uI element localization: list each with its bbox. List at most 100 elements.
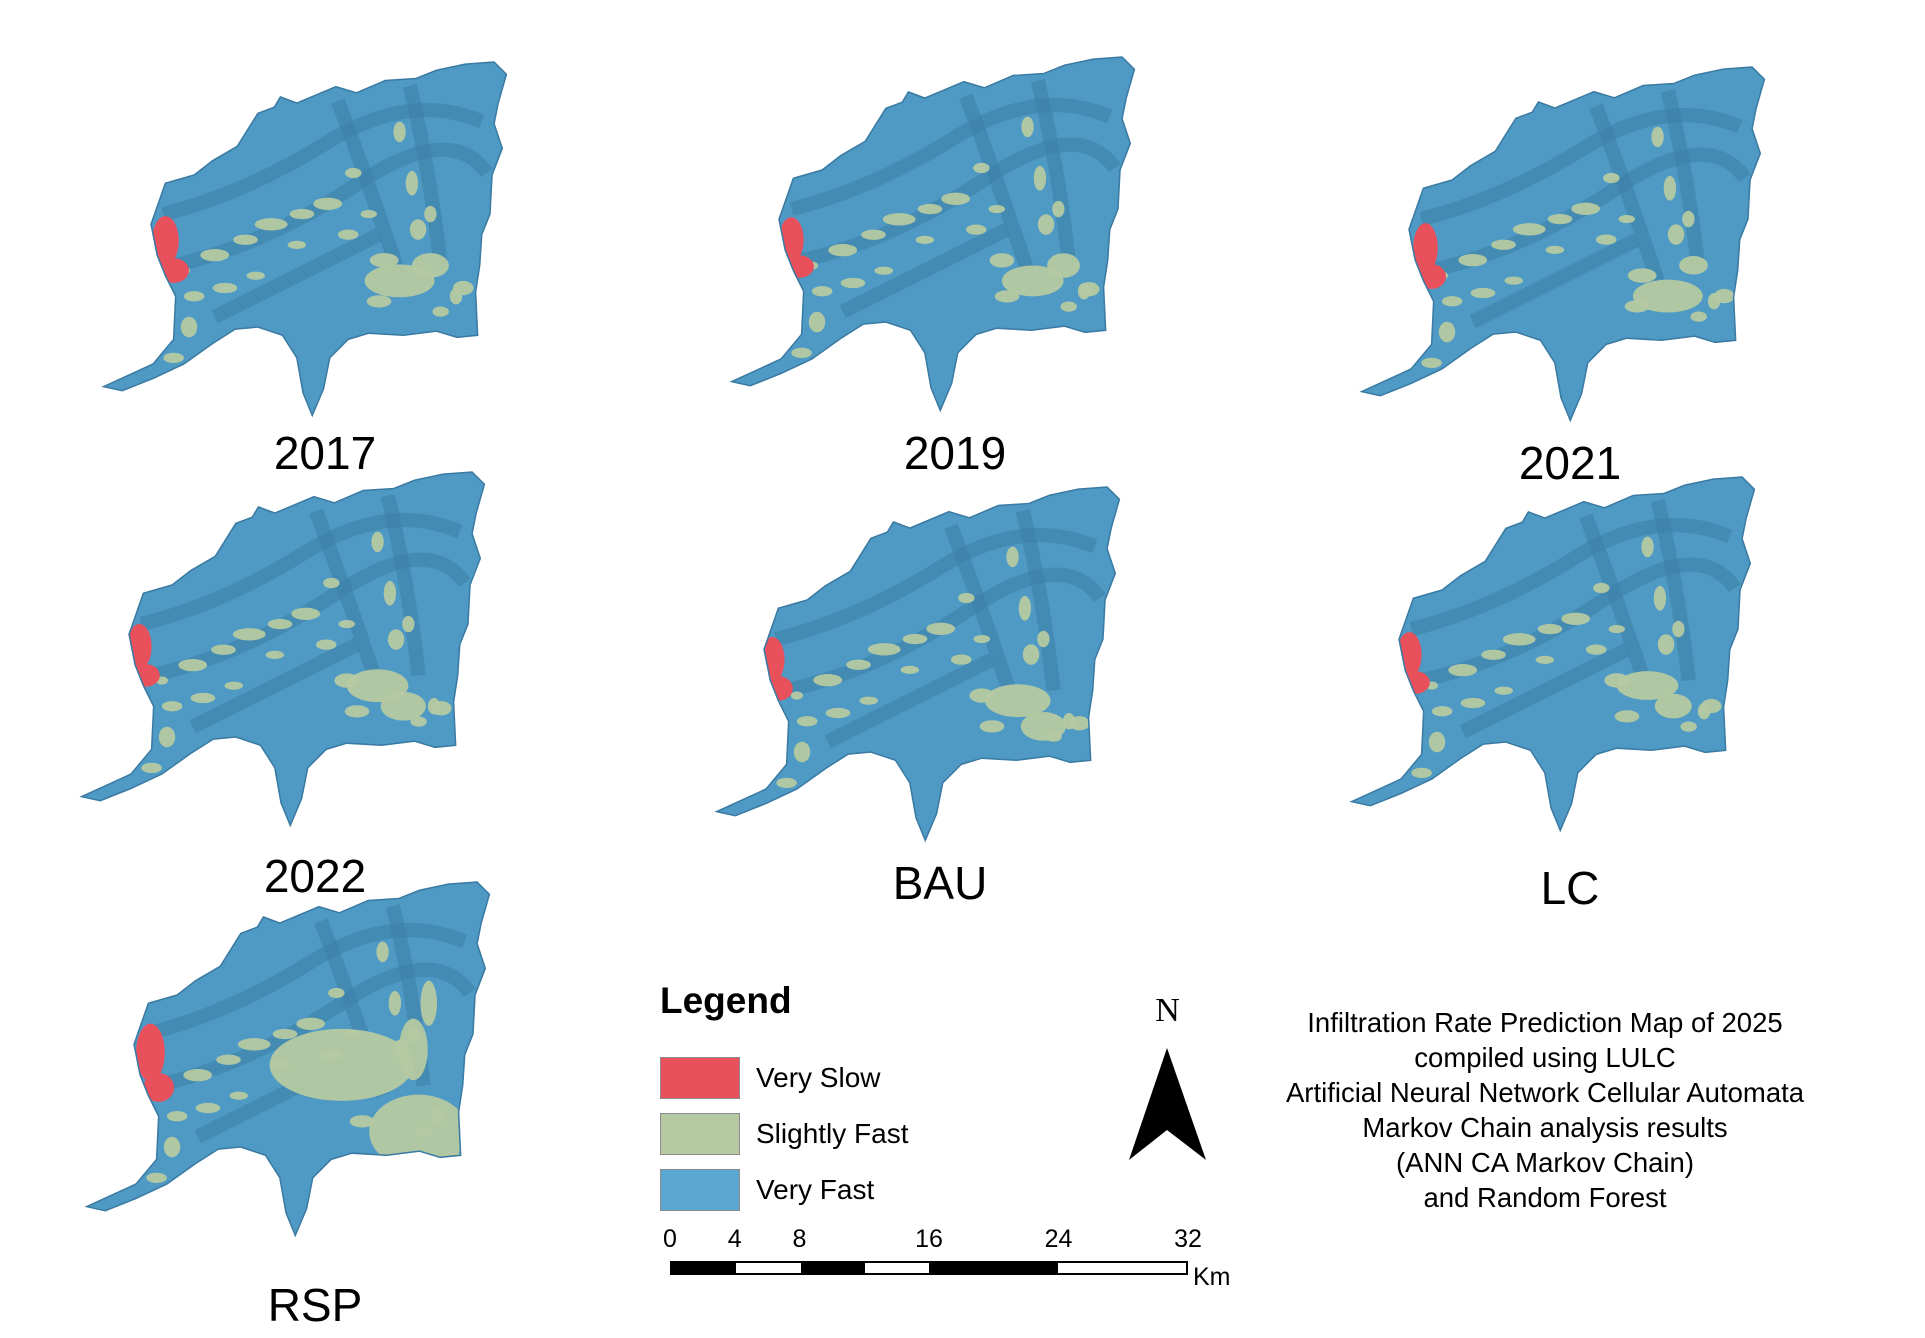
very-slow-patch xyxy=(764,676,793,701)
slightly-fast-patch xyxy=(917,203,943,215)
slightly-fast-patch xyxy=(1470,287,1496,299)
slightly-fast-patch xyxy=(950,654,972,665)
legend-item-slightly-fast: Slightly Fast xyxy=(660,1106,990,1162)
slightly-fast-patch xyxy=(1663,175,1677,201)
terrain-ridge xyxy=(1579,513,1655,693)
slightly-fast-patch xyxy=(216,1054,241,1065)
slightly-fast-patch xyxy=(1682,210,1695,228)
map-label-lc: LC xyxy=(1540,862,1600,914)
map-panel-2017 xyxy=(42,60,562,419)
slightly-fast-patch xyxy=(212,282,238,294)
scale-tick-16: 16 xyxy=(915,1225,943,1253)
terrain-ridge xyxy=(380,494,426,677)
slightly-fast-patch xyxy=(272,1028,298,1040)
slightly-fast-patch xyxy=(1614,710,1640,723)
slightly-fast-patch xyxy=(1502,633,1536,646)
slightly-fast-patch xyxy=(344,705,370,718)
scale-bar: 0 4 8 16 24 32 Km xyxy=(660,1225,1240,1305)
caption-line-4: Markov Chain analysis results xyxy=(1362,1112,1728,1143)
slightly-fast-patch xyxy=(791,347,812,358)
slightly-fast-patch xyxy=(1585,644,1607,655)
slightly-fast-patch xyxy=(1653,585,1667,611)
slightly-fast-patch xyxy=(874,266,894,275)
slightly-fast-patch xyxy=(369,1094,468,1169)
slightly-fast-patch xyxy=(1460,697,1486,709)
caption-line-2: compiled using LULC xyxy=(1414,1042,1676,1073)
slightly-fast-patch xyxy=(246,271,266,280)
slightly-fast-patch xyxy=(163,1136,181,1158)
watershed-boundary xyxy=(79,471,486,828)
terrain-ridge xyxy=(1589,103,1665,283)
slightly-fast-patch xyxy=(315,639,337,650)
legend-label-very-fast: Very Fast xyxy=(756,1174,875,1205)
slightly-fast-patch xyxy=(371,531,384,553)
terrain-ridge xyxy=(774,527,1098,647)
map-panel-rsp xyxy=(25,880,545,1239)
slightly-fast-patch xyxy=(338,619,355,629)
very-slow-patch xyxy=(143,1073,175,1102)
slightly-fast-patch xyxy=(1001,265,1064,297)
slightly-fast-patch xyxy=(1037,214,1055,235)
slightly-fast-patch xyxy=(1545,245,1565,254)
slightly-fast-patch xyxy=(393,121,406,143)
terrain-ridge xyxy=(309,508,385,688)
slightly-fast-patch xyxy=(291,607,321,620)
terrain-ridge xyxy=(824,653,996,749)
slightly-fast-patch xyxy=(1657,634,1675,655)
terrain-ridge xyxy=(1469,233,1641,329)
slightly-fast-patch xyxy=(1021,116,1034,138)
slightly-fast-patch xyxy=(166,1111,188,1122)
watershed-boundary xyxy=(1349,476,1756,833)
north-arrow-icon xyxy=(1129,1048,1206,1160)
slightly-fast-patch xyxy=(1618,214,1635,224)
terrain-ridge xyxy=(172,142,493,273)
slightly-fast-patch xyxy=(984,684,1051,718)
caption-line-1: Infiltration Rate Prediction Map of 2025 xyxy=(1307,1007,1783,1038)
slightly-fast-patch xyxy=(229,1091,249,1100)
very-slow-patch xyxy=(1401,671,1430,694)
terrain-ridge xyxy=(1419,107,1743,227)
slightly-fast-patch xyxy=(380,691,426,721)
slightly-fast-patch xyxy=(1616,671,1679,700)
slightly-fast-patch xyxy=(793,741,811,763)
map-label-bau: BAU xyxy=(892,857,988,909)
slightly-fast-patch xyxy=(1047,253,1080,278)
terrain-ridge xyxy=(155,962,476,1093)
map-label-rsp: RSP xyxy=(267,1279,363,1331)
map-label-2019: 2019 xyxy=(903,427,1007,479)
slightly-fast-patch xyxy=(289,208,315,220)
watershed-boundary xyxy=(714,486,1121,843)
slightly-fast-patch xyxy=(141,762,162,773)
map-2022 xyxy=(79,471,486,828)
slightly-fast-patch xyxy=(989,253,1015,268)
slightly-fast-patch xyxy=(1421,357,1442,368)
scale-tick-8: 8 xyxy=(792,1225,807,1253)
map-label-2021: 2021 xyxy=(1518,437,1622,489)
terrain-ridge xyxy=(1420,557,1741,688)
slightly-fast-patch xyxy=(1020,711,1066,741)
slightly-fast-patch xyxy=(1448,663,1478,677)
terrain-ridge xyxy=(211,228,383,324)
very-slow-patch xyxy=(152,216,179,266)
slightly-fast-patch xyxy=(296,1017,326,1030)
slightly-fast-patch xyxy=(867,643,901,656)
slightly-fast-patch xyxy=(846,659,871,670)
slightly-fast-patch xyxy=(1603,172,1620,184)
slightly-fast-patch xyxy=(1438,321,1456,343)
slightly-fast-patch xyxy=(861,229,886,240)
map-panel-2022 xyxy=(20,470,540,829)
scale-tick-4: 4 xyxy=(727,1225,742,1253)
terrain-ridge xyxy=(839,223,1011,319)
slightly-fast-patch xyxy=(1018,595,1032,621)
slightly-fast-patch xyxy=(1491,239,1516,250)
slightly-fast-patch xyxy=(1022,644,1040,665)
slightly-fast-patch xyxy=(163,352,184,363)
slightly-fast-patch xyxy=(1535,655,1555,664)
scale-bar-segments xyxy=(670,1261,1188,1275)
legend-item-very-fast: Very Fast xyxy=(660,1162,990,1218)
terrain-ridge xyxy=(189,638,361,734)
map-panel-2021 xyxy=(1300,65,1820,424)
terrain-ridge xyxy=(785,567,1106,698)
legend-item-very-slow: Very Slow xyxy=(660,1050,990,1106)
slightly-fast-patch xyxy=(1679,256,1708,275)
